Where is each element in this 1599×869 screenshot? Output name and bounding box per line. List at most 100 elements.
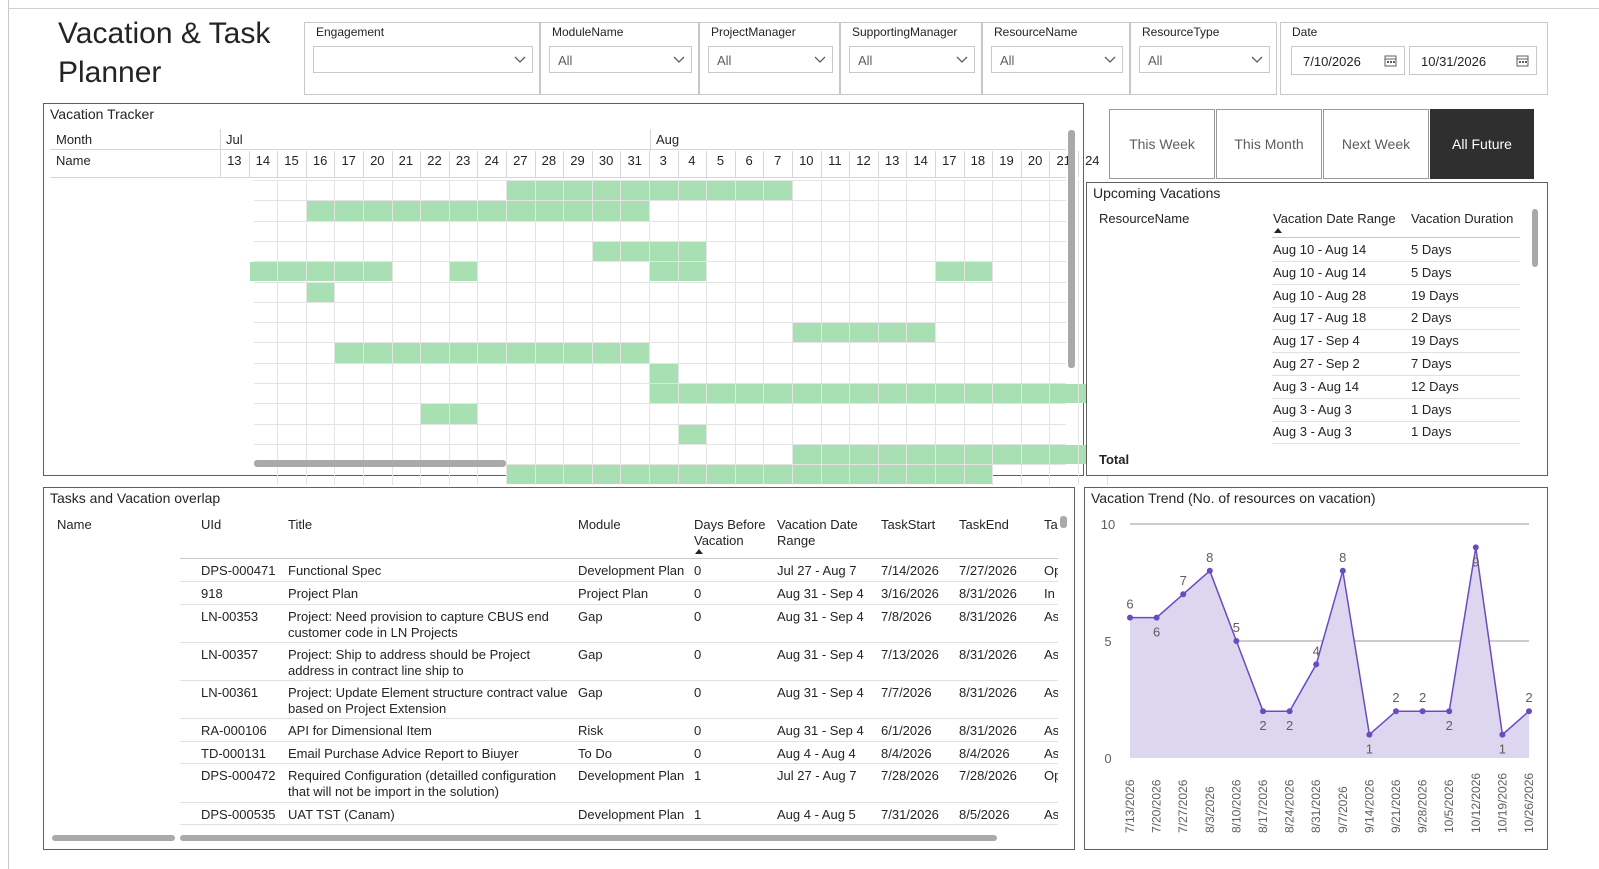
day-divider — [391, 151, 393, 177]
task-start: 7/28/2026 — [881, 768, 939, 784]
period-button-next-week[interactable]: Next Week — [1323, 109, 1429, 179]
task-module: Development Plan — [578, 563, 685, 578]
vacation-cell — [535, 201, 564, 221]
chevron-down-icon[interactable] — [956, 52, 968, 63]
slicer-value: All — [717, 53, 732, 68]
day-divider — [706, 151, 708, 177]
task-range: Aug 4 - Aug 5 — [777, 806, 856, 822]
calendar-icon[interactable] — [1516, 54, 1529, 67]
vacation-cell — [907, 465, 935, 485]
slicer-dropdown[interactable] — [313, 46, 533, 73]
day-divider — [935, 151, 936, 177]
sort-ascending-icon[interactable] — [695, 549, 703, 554]
data-point — [1446, 708, 1453, 715]
table-row: 918 Project Plan Project Plan 0 Aug 31 - Sep… — [180, 582, 1058, 605]
x-tick-label: 10/26/2026 — [1522, 773, 1536, 833]
data-label: 1 — [1366, 742, 1373, 757]
grid-col-line — [906, 180, 908, 485]
x-tick-label: 7/20/2026 — [1150, 779, 1164, 833]
header-divider — [50, 149, 1066, 150]
slicer-modulename: ModuleName All — [540, 22, 699, 95]
grid-row-line — [254, 423, 1066, 425]
upcoming-row: Aug 3 - Aug 3 1 Days — [1272, 399, 1520, 422]
slicer-value: All — [1000, 53, 1015, 68]
upcoming-row: Aug 17 - Sep 4 19 Days — [1272, 330, 1520, 354]
slicer-dropdown[interactable]: All — [849, 46, 975, 73]
table-row: TD-000131 Email Purchase Advice Report to… — [180, 742, 1058, 765]
day-divider — [1049, 151, 1051, 177]
table-row: DPS-000535 UAT TST (Canam) Development Pla… — [180, 803, 1058, 826]
horizontal-scrollbar[interactable] — [254, 460, 506, 467]
vertical-scrollbar[interactable] — [1060, 516, 1067, 528]
task-ta: As — [1044, 685, 1058, 701]
grid-col-line — [448, 180, 450, 485]
vacation-cell — [564, 181, 592, 201]
vacation-cell — [678, 424, 707, 444]
slicer-value: All — [558, 53, 573, 68]
day-divider — [248, 151, 250, 177]
task-ta: Op — [1044, 768, 1058, 784]
slicer-supportingmanager: SupportingManager All — [840, 22, 982, 95]
vacation-cell — [650, 384, 678, 404]
task-start: 7/8/2026 — [881, 608, 932, 624]
day-header: 5 — [716, 153, 725, 168]
sort-ascending-icon[interactable] — [1274, 228, 1282, 233]
vertical-scrollbar[interactable] — [1532, 209, 1538, 267]
chevron-down-icon[interactable] — [814, 52, 826, 63]
upcoming-col-header: Vacation Date Range — [1273, 211, 1396, 226]
day-header: 15 — [284, 153, 299, 168]
chevron-down-icon[interactable] — [514, 52, 526, 63]
grid-col-line — [763, 180, 765, 485]
x-tick-label: 8/31/2026 — [1309, 779, 1323, 833]
vertical-scrollbar[interactable] — [1068, 130, 1075, 368]
period-button-all-future[interactable]: All Future — [1430, 109, 1534, 179]
grid-col-line — [591, 180, 593, 485]
vacation-cell — [421, 201, 449, 221]
horizontal-scrollbar[interactable] — [180, 835, 997, 841]
slicer-dropdown[interactable]: All — [708, 46, 833, 73]
task-module: Gap — [578, 608, 603, 624]
vacation-cell — [306, 201, 335, 221]
data-point — [1153, 614, 1160, 621]
vacation-cell — [764, 181, 792, 201]
date-end-input[interactable]: 10/31/2026 — [1409, 46, 1537, 75]
vacation-date-range: Aug 17 - Aug 18 — [1273, 310, 1367, 326]
period-button-this-week[interactable]: This Week — [1109, 109, 1215, 179]
date-start-input[interactable]: 7/10/2026 — [1291, 46, 1405, 75]
chevron-down-icon[interactable] — [673, 52, 685, 63]
slicer-dropdown[interactable]: All — [991, 46, 1123, 73]
horizontal-scrollbar[interactable] — [52, 835, 175, 841]
vacation-cell — [592, 201, 621, 221]
page-title-text: Vacation & Task Planner — [58, 17, 271, 89]
grid-col-line — [849, 180, 851, 485]
task-title: Email Purchase Advice Report to Biuyer — [288, 745, 519, 761]
vacation-cell — [735, 181, 764, 201]
data-point — [1366, 731, 1373, 738]
grid-row-line — [254, 403, 1066, 405]
calendar-icon[interactable] — [1384, 54, 1397, 67]
data-point — [1313, 661, 1320, 668]
slicer-dropdown[interactable]: All — [549, 46, 692, 73]
header-divider — [220, 129, 221, 177]
slicer-dropdown[interactable]: All — [1139, 46, 1270, 73]
vacation-cell — [507, 465, 535, 485]
chevron-down-icon[interactable] — [1104, 52, 1116, 63]
task-module: Project Plan — [578, 586, 649, 601]
data-label: 2 — [1286, 718, 1293, 733]
task-start: 7/31/2026 — [881, 806, 939, 822]
day-header: 3 — [659, 153, 667, 168]
vacation-cell — [364, 262, 392, 282]
vacation-trend-title: Vacation Trend (No. of resources on vaca… — [1091, 490, 1376, 506]
vacation-cell — [478, 343, 506, 363]
vacation-duration: 5 Days — [1411, 264, 1452, 280]
grid-col-line — [363, 180, 364, 485]
vacation-trend-panel: Vacation Trend (No. of resources on vaca… — [1084, 487, 1548, 850]
vacation-cell — [878, 465, 907, 485]
chevron-down-icon[interactable] — [1251, 52, 1263, 63]
grid-row-line — [254, 281, 1066, 283]
vacation-cell — [392, 343, 421, 363]
period-button-this-month[interactable]: This Month — [1216, 109, 1322, 179]
vacation-cell — [821, 384, 850, 404]
vacation-cell — [364, 343, 392, 363]
